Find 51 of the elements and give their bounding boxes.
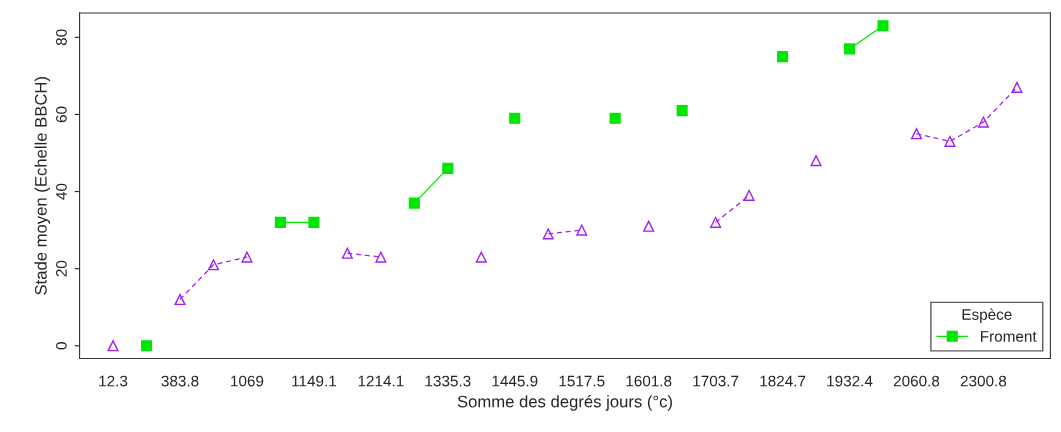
x-axis-title: Somme des degrés jours (°c) [457, 395, 672, 411]
x-tick-label: 1932.4 [827, 375, 873, 387]
x-tick-label: 1445.9 [492, 375, 538, 387]
x-tick-label: 2060.8 [893, 375, 940, 387]
point [308, 216, 320, 228]
x-tick-label: 1335.3 [425, 375, 471, 387]
point [676, 105, 688, 117]
point [542, 228, 554, 240]
legend-title: Espèce [962, 308, 1012, 323]
x-tick-label: 1703.7 [693, 375, 739, 387]
point [609, 112, 621, 124]
point [174, 293, 186, 306]
point [207, 259, 220, 271]
point [877, 20, 889, 32]
point [977, 116, 989, 128]
y-tick-label: 60 [56, 106, 67, 123]
point [241, 251, 253, 263]
point [710, 216, 722, 228]
x-tick-label: 1517.5 [559, 375, 605, 387]
point [843, 43, 856, 55]
x-tick-label: 383.8 [161, 375, 199, 387]
x-tick-label: 1069 [231, 375, 264, 387]
x-tick-label: 1601.8 [626, 375, 672, 387]
point [1011, 81, 1023, 94]
point [274, 216, 286, 228]
y-axis-title: Stade moyen (Echelle BBCH) [34, 77, 51, 295]
point [375, 251, 387, 263]
y-tick-label: 20 [56, 260, 67, 277]
y-tick-label: 40 [56, 183, 67, 200]
y-tick-label: 0 [56, 342, 67, 350]
x-tick-label: 1149.1 [292, 375, 336, 387]
point [408, 197, 420, 209]
point [910, 128, 923, 140]
point [475, 251, 487, 263]
point [107, 340, 119, 352]
point [140, 340, 153, 352]
point [743, 189, 755, 201]
point [944, 135, 956, 147]
y-tick-label: 80 [56, 29, 67, 46]
x-tick-label: 1214.1 [358, 375, 404, 387]
point [643, 220, 655, 232]
point [509, 112, 521, 124]
legend-label: Froment [981, 331, 1037, 342]
point [442, 162, 454, 174]
point [341, 247, 353, 259]
point [576, 224, 588, 236]
x-tick-label: 1824.7 [760, 375, 806, 387]
x-tick-label: 12.3 [99, 375, 128, 387]
point [777, 51, 789, 63]
point [810, 155, 822, 167]
x-tick-label: 2300.8 [960, 375, 1007, 387]
